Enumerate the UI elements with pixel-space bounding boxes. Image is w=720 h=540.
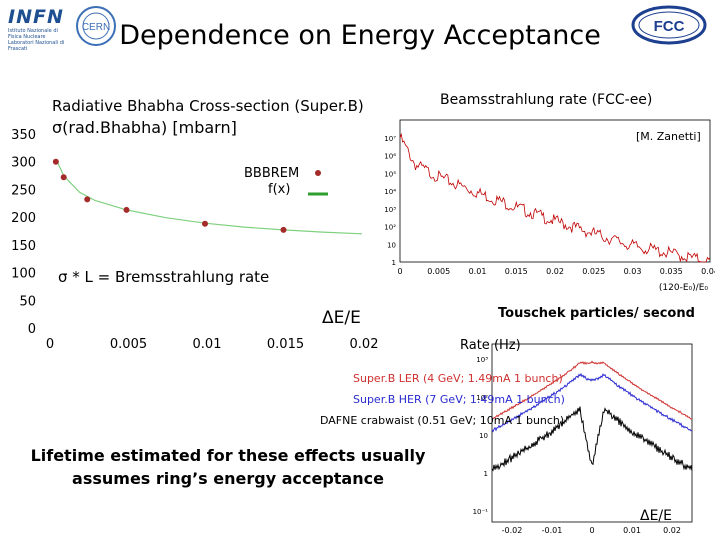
series-label-her: Super.B HER (7 GeV; 1.49mA 1 bunch) (353, 393, 565, 406)
cern-logo: CERN (76, 6, 116, 46)
touschek-y-tick: 10 (479, 432, 488, 440)
touschek-y-tick: 10² (476, 394, 488, 402)
touschek-x-tick: 0.01 (623, 526, 641, 535)
touschek-x-label: ΔE/E (640, 508, 672, 524)
left-chart: 0 50 100 150 200 250 300 350 0 0.005 0.01 0.015 0.0… (11, 128, 379, 352)
legend-label-bbbrem: BBBREM (244, 166, 300, 181)
beamsstrahlung-y-tick: 10⁶ (384, 153, 396, 161)
touschek-y-tick: 1 (484, 470, 488, 478)
beamsstrahlung-x-tick: 0 (397, 267, 402, 276)
bremsstrahlung-annotation: σ * L = Bremsstrahlung rate (58, 268, 270, 286)
infn-logo-subtitle: Istituto Nazionale di Fisica Nucleare (8, 28, 58, 40)
left-x-tick-label: 0.015 (267, 337, 304, 352)
beamsstrahlung-x-tick: 0.015 (505, 267, 528, 276)
beamsstrahlung-x-tick: 0.01 (469, 267, 487, 276)
touschek-y-tick: 10⁻¹ (473, 508, 489, 516)
left-y-label: σ(rad.Bhabha) [mbarn] (52, 118, 237, 137)
left-x-tick-label: 0.02 (350, 337, 379, 352)
beamsstrahlung-y-tick: 1 (392, 259, 396, 267)
rate-label: Rate (Hz) (460, 338, 521, 353)
infn-logo-lab: Laboratori Nazionali di Frascati (8, 40, 65, 52)
series-label-dafne: DAFNE crabwaist (0.51 GeV; 10mA 1 bunch) (320, 414, 565, 427)
touschek-y-tick: 10³ (476, 356, 488, 364)
legend-marker-bbbrem (315, 170, 321, 176)
bbbrem-point (84, 196, 91, 203)
infn-logo-text: INFN (8, 6, 64, 28)
cern-logo-text: CERN (82, 22, 110, 33)
beamsstrahlung-y-tick: 10² (384, 224, 396, 232)
touschek-chart: 10³ 10² 10 1 10⁻¹ -0.02 -0.01 0 0.01 0.02 (473, 343, 693, 535)
beamsstrahlung-frame (399, 119, 711, 263)
left-y-tick-label: 350 (11, 128, 36, 143)
beamsstrahlung-y-tick: 10⁵ (384, 170, 396, 178)
touschek-x-tick: 0 (589, 526, 594, 535)
left-plot-title: Radiative Bhabha Cross-section (Super.B) (52, 97, 364, 115)
bbbrem-point (280, 226, 287, 233)
bbbrem-point (123, 206, 130, 213)
left-y-tick-label: 200 (11, 211, 36, 226)
conclusion-text: Lifetime estimated for these effects usu… (28, 444, 428, 490)
beamsstrahlung-y-tick: 10³ (384, 206, 396, 214)
beamsstrahlung-y-tick: 10⁷ (384, 135, 396, 143)
bbbrem-point (52, 158, 59, 165)
touschek-ler-curve (491, 360, 693, 420)
bbbrem-points (52, 158, 287, 233)
conclusion-line-2: assumes ring’s energy acceptance (72, 469, 384, 488)
touschek-title: Touschek particles/ second (498, 306, 695, 321)
touschek-frame (491, 343, 693, 523)
beamsstrahlung-y-tick: 10⁴ (384, 188, 396, 196)
slide-title: Dependence on Energy Acceptance (119, 20, 601, 51)
beamsstrahlung-x-tick: 0.04 (701, 267, 715, 276)
left-x-tick-label: 0.005 (110, 337, 147, 352)
left-x-label: ΔE/E (322, 308, 361, 328)
beamsstrahlung-x-tick: 0.02 (546, 267, 564, 276)
fcc-logo: FCC (631, 5, 707, 45)
touschek-x-tick: -0.02 (502, 526, 523, 535)
beamsstrahlung-x-tick: 0.025 (582, 267, 605, 276)
touschek-dafne-curve (491, 406, 693, 472)
credit-label: [M. Zanetti] (636, 130, 701, 143)
left-y-tick-label: 250 (11, 183, 36, 198)
left-y-tick-label: 150 (11, 239, 36, 254)
touschek-x-tick: 0.02 (663, 526, 681, 535)
beamsstrahlung-x-tick: 0.03 (624, 267, 642, 276)
touschek-her-curve (491, 372, 692, 433)
beamsstrahlung-curve (399, 132, 711, 263)
beamsstrahlung-chart: 1 10 10² 10³ 10⁴ 10⁵ 10⁶ 10⁷ 0 0.005 0.01 0.015 0.0… (384, 119, 715, 292)
touschek-x-tick: -0.01 (542, 526, 563, 535)
left-x-ticks: 0 0.005 0.01 0.015 0.02 (46, 337, 379, 352)
left-y-tick-label: 300 (11, 156, 36, 171)
right-plot-title: Beamsstrahlung rate (FCC-ee) (440, 92, 653, 108)
left-y-tick-label: 100 (11, 267, 36, 282)
beamsstrahlung-x-tick: 0.005 (427, 267, 450, 276)
beamsstrahlung-y-tick: 10 (387, 241, 396, 249)
fit-curve (55, 158, 363, 235)
left-y-ticks: 0 50 100 150 200 250 300 350 (11, 128, 36, 337)
touschek-y-ticks: 10³ 10² 10 1 10⁻¹ (473, 356, 489, 516)
beamsstrahlung-x-label: (120-E₀)/E₀ (659, 283, 708, 292)
beamsstrahlung-x-ticks: 0 0.005 0.01 0.015 0.02 0.025 0.03 0.035 0.04 (397, 267, 715, 276)
beamsstrahlung-x-tick: 0.035 (660, 267, 683, 276)
left-y-tick-label: 0 (28, 322, 36, 337)
bbbrem-point (202, 220, 208, 227)
legend-label-fx: f(x) (268, 182, 291, 197)
infn-logo: INFN Istituto Nazionale di Fisica Nuclea… (8, 6, 68, 52)
left-y-tick-label: 50 (19, 294, 36, 309)
series-label-ler: Super.B LER (4 GeV; 1.49mA 1 bunch) (353, 372, 563, 385)
conclusion-line-1: Lifetime estimated for these effects usu… (30, 446, 426, 465)
left-x-tick-label: 0.01 (193, 337, 222, 352)
beamsstrahlung-y-ticks: 1 10 10² 10³ 10⁴ 10⁵ 10⁶ 10⁷ (384, 135, 396, 267)
fcc-logo-text: FCC (654, 18, 685, 35)
touschek-x-ticks: -0.02 -0.01 0 0.01 0.02 (502, 526, 681, 535)
bbbrem-point (60, 174, 67, 181)
left-x-tick-label: 0 (46, 337, 54, 352)
